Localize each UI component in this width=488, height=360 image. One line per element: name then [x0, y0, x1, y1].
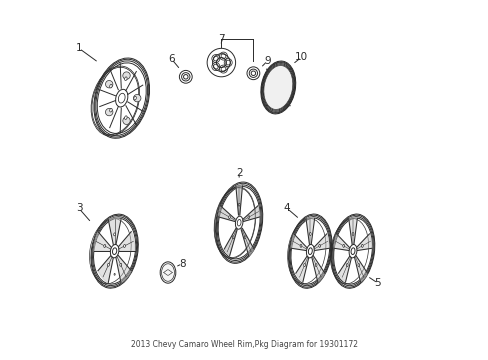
Ellipse shape [228, 216, 230, 219]
Text: 9: 9 [264, 56, 270, 66]
Ellipse shape [123, 244, 125, 247]
Ellipse shape [109, 108, 112, 112]
Text: 2: 2 [235, 168, 242, 178]
Ellipse shape [115, 89, 127, 107]
Ellipse shape [124, 77, 127, 81]
Ellipse shape [357, 264, 359, 266]
Ellipse shape [303, 264, 305, 266]
Polygon shape [224, 228, 237, 256]
Text: 2013 Chevy Camaro Wheel Rim,Pkg Diagram for 19301172: 2013 Chevy Camaro Wheel Rim,Pkg Diagram … [131, 340, 357, 349]
Polygon shape [218, 206, 235, 221]
Text: 1: 1 [76, 43, 82, 53]
Ellipse shape [238, 203, 240, 206]
Ellipse shape [232, 236, 234, 239]
Text: 8: 8 [179, 258, 185, 269]
Polygon shape [354, 256, 367, 282]
Polygon shape [116, 255, 131, 283]
Ellipse shape [114, 273, 115, 275]
Polygon shape [108, 218, 121, 245]
Text: 3: 3 [76, 203, 82, 213]
Ellipse shape [105, 81, 113, 88]
Ellipse shape [109, 84, 112, 88]
Ellipse shape [105, 108, 113, 116]
Ellipse shape [103, 244, 105, 247]
Text: 4: 4 [284, 203, 290, 213]
Polygon shape [295, 256, 308, 282]
Ellipse shape [244, 236, 245, 239]
Ellipse shape [113, 233, 115, 236]
Ellipse shape [300, 244, 301, 247]
Ellipse shape [120, 263, 122, 266]
Polygon shape [290, 234, 306, 251]
Polygon shape [305, 217, 314, 244]
Polygon shape [94, 231, 111, 251]
Ellipse shape [351, 233, 353, 235]
Polygon shape [243, 206, 260, 221]
Ellipse shape [107, 263, 109, 266]
Ellipse shape [160, 262, 176, 283]
Polygon shape [348, 217, 357, 244]
Ellipse shape [124, 116, 127, 120]
Polygon shape [98, 255, 113, 283]
Polygon shape [235, 185, 242, 215]
Ellipse shape [122, 117, 130, 125]
Polygon shape [356, 234, 371, 251]
Ellipse shape [122, 72, 130, 79]
Ellipse shape [346, 264, 347, 266]
Ellipse shape [306, 244, 314, 258]
Ellipse shape [348, 244, 356, 258]
Polygon shape [311, 256, 324, 282]
Text: 7: 7 [218, 35, 224, 44]
Ellipse shape [361, 244, 363, 247]
Ellipse shape [318, 244, 320, 247]
Ellipse shape [264, 66, 292, 109]
Polygon shape [313, 234, 329, 251]
Ellipse shape [235, 216, 243, 229]
Ellipse shape [309, 233, 310, 235]
Polygon shape [118, 231, 135, 251]
Polygon shape [333, 234, 349, 251]
Ellipse shape [133, 94, 141, 102]
Ellipse shape [110, 244, 119, 258]
Ellipse shape [342, 244, 344, 247]
Text: 10: 10 [294, 52, 307, 62]
Text: 6: 6 [168, 54, 175, 64]
Ellipse shape [134, 96, 136, 100]
Text: 5: 5 [374, 278, 381, 288]
Ellipse shape [247, 216, 249, 219]
Polygon shape [338, 256, 351, 282]
Ellipse shape [315, 264, 316, 266]
Polygon shape [241, 228, 254, 256]
